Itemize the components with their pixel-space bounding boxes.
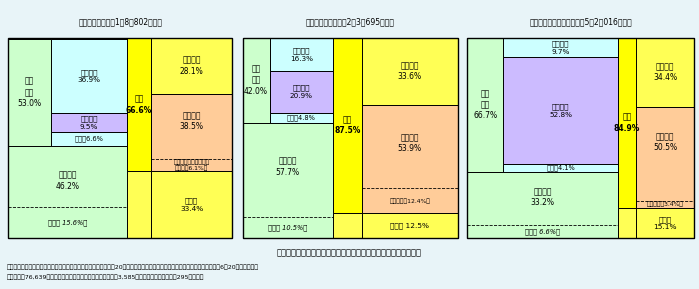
- Text: （長期借入金（金融機
関以外）6.1%）: （長期借入金（金融機 関以外）6.1%）: [173, 159, 210, 171]
- Text: 製造業（総資産：1億8千802万円）: 製造業（総資産：1億8千802万円）: [78, 17, 162, 26]
- Text: 固定資産
33.2%: 固定資産 33.2%: [531, 187, 555, 207]
- Text: うち肉用牛部門（総資産：5億2千016万円）: うち肉用牛部門（総資産：5億2千016万円）: [529, 17, 632, 26]
- Bar: [243, 38, 270, 123]
- Text: 純資産 12.5%: 純資産 12.5%: [390, 223, 429, 229]
- Text: （土地 6.6%）: （土地 6.6%）: [525, 229, 560, 235]
- Text: 負債
87.5%: 負債 87.5%: [334, 115, 361, 136]
- Text: 農業法人（総資産：2億3千695万円）: 農業法人（総資産：2億3千695万円）: [305, 17, 395, 26]
- Text: （土地 10.5%）: （土地 10.5%）: [268, 225, 308, 231]
- Text: 純資産
33.4%: 純資産 33.4%: [180, 198, 203, 212]
- Text: 流動負債
33.6%: 流動負債 33.6%: [398, 61, 421, 81]
- Text: 流動負債
34.4%: 流動負債 34.4%: [653, 62, 677, 82]
- Bar: [503, 58, 619, 164]
- Bar: [151, 94, 232, 171]
- Text: 図　製造業、農業法人、肉用牛部門の資産・資本構成比（平均）: 図 製造業、農業法人、肉用牛部門の資産・資本構成比（平均）: [277, 248, 422, 257]
- Text: （役員借入12.4%）: （役員借入12.4%）: [389, 198, 430, 204]
- Bar: [333, 213, 361, 238]
- Bar: [467, 172, 619, 238]
- Text: 負債
84.9%: 負債 84.9%: [614, 113, 640, 133]
- Text: 棚卸資産
20.9%: 棚卸資産 20.9%: [290, 85, 313, 99]
- Bar: [270, 71, 333, 113]
- Text: 流動
資産
66.7%: 流動 資産 66.7%: [473, 89, 497, 120]
- Text: その他4.1%: その他4.1%: [547, 164, 575, 171]
- Text: 注）　製造業のデータの出所は『中小企業実態基本調査』の平成20年度決算実績（確報）であり、属性とサンプル数は従業員6〜20人規模の法人: 注） 製造業のデータの出所は『中小企業実態基本調査』の平成20年度決算実績（確報…: [7, 264, 259, 270]
- Text: 純資産
15.1%: 純資産 15.1%: [654, 216, 677, 230]
- Text: その他6.6%: その他6.6%: [75, 136, 103, 142]
- Text: 流動
資産
42.0%: 流動 資産 42.0%: [244, 65, 268, 96]
- Bar: [51, 39, 127, 113]
- Bar: [243, 38, 458, 238]
- Text: 固定資産
46.2%: 固定資産 46.2%: [56, 171, 80, 191]
- Text: （土地 15.6%）: （土地 15.6%）: [48, 219, 87, 226]
- Bar: [333, 38, 361, 213]
- Text: 当座資産
16.3%: 当座資産 16.3%: [290, 47, 313, 62]
- Bar: [8, 39, 51, 146]
- Text: 負債
66.6%: 負債 66.6%: [126, 95, 152, 114]
- Bar: [127, 171, 151, 238]
- Bar: [503, 38, 619, 58]
- Bar: [503, 164, 619, 172]
- Bar: [636, 107, 694, 208]
- Text: 流動
資産
53.0%: 流動 資産 53.0%: [17, 77, 42, 108]
- Bar: [51, 132, 127, 146]
- Bar: [361, 213, 458, 238]
- Bar: [361, 105, 458, 213]
- Text: 当座資産
9.7%: 当座資産 9.7%: [552, 41, 570, 55]
- Text: 固定負債
53.9%: 固定負債 53.9%: [398, 133, 421, 153]
- Bar: [8, 146, 127, 238]
- Bar: [636, 208, 694, 238]
- Text: （役員借入3.4%）: （役員借入3.4%）: [647, 202, 684, 208]
- Bar: [361, 38, 458, 105]
- Bar: [243, 38, 333, 123]
- Bar: [127, 38, 151, 171]
- Text: 棚卸資産
9.5%: 棚卸資産 9.5%: [80, 116, 98, 130]
- Text: 流動負債
28.1%: 流動負債 28.1%: [180, 56, 203, 76]
- Bar: [151, 171, 232, 238]
- Bar: [270, 113, 333, 123]
- Bar: [270, 38, 333, 71]
- Text: 固定負債
50.5%: 固定負債 50.5%: [653, 132, 677, 152]
- Bar: [243, 123, 333, 238]
- Text: その他4.8%: その他4.8%: [287, 114, 316, 121]
- Bar: [619, 208, 636, 238]
- Text: 棚卸資産
52.8%: 棚卸資産 52.8%: [549, 103, 572, 118]
- Bar: [636, 38, 694, 107]
- Text: 経営76,639社である。なお、農業法人のサンプル数は3,585、肉用牛のサンプル数は295である。: 経営76,639社である。なお、農業法人のサンプル数は3,585、肉用牛のサンプ…: [7, 274, 205, 280]
- Bar: [151, 38, 232, 94]
- Text: 当座資産
36.9%: 当座資産 36.9%: [78, 69, 101, 83]
- Bar: [467, 38, 694, 238]
- Bar: [467, 38, 619, 172]
- Bar: [8, 38, 232, 238]
- Bar: [8, 39, 127, 146]
- Bar: [51, 113, 127, 132]
- Bar: [619, 38, 636, 208]
- Text: 固定負債
38.5%: 固定負債 38.5%: [180, 111, 203, 131]
- Text: 固定資産
57.7%: 固定資産 57.7%: [275, 157, 300, 177]
- Bar: [467, 38, 503, 172]
